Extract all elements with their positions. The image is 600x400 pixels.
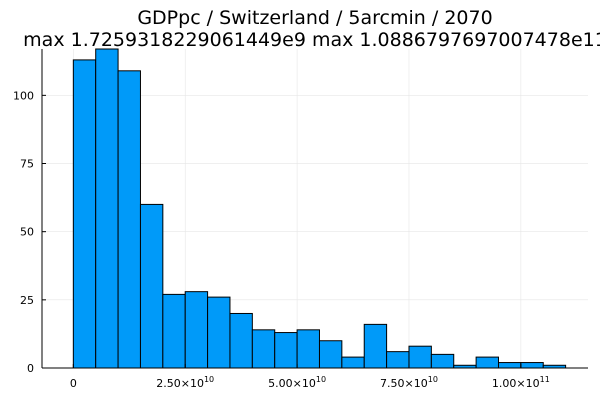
chart-title: GDPpc / Switzerland / 5arcmin / 2070 [137, 7, 492, 29]
histogram-bar [162, 293, 186, 369]
histogram-bar [430, 353, 455, 369]
histogram-bar [207, 296, 231, 369]
x-tick-label: 1.00×1011 [492, 375, 550, 390]
histogram-bar [117, 70, 141, 369]
y-tick-label: 25 [20, 294, 34, 307]
x-tick-label: 2.50×1010 [156, 375, 214, 390]
x-tick-labels: 0 2.50×1010 5.00×1010 7.50×1010 1.00×1011 [70, 375, 550, 390]
y-tick-label: 50 [20, 226, 34, 239]
histogram-bar [520, 362, 544, 369]
chart-titles: GDPpc / Switzerland / 5arcmin / 2070 max… [23, 7, 600, 51]
histogram-bar [72, 59, 97, 369]
y-tick-label: 100 [13, 89, 34, 102]
x-tick-label: 0 [70, 377, 77, 390]
histogram-bar [475, 356, 499, 369]
histogram-bar [318, 340, 343, 369]
histogram-bar [274, 332, 298, 369]
histogram-bar [251, 329, 276, 369]
y-tick-label: 75 [20, 158, 34, 171]
x-tick-label: 7.50×1010 [380, 375, 438, 390]
histogram-bar [296, 329, 320, 369]
y-tick-labels: 0 25 50 75 100 [13, 89, 34, 375]
histogram-bar [386, 351, 410, 369]
histogram-bar [363, 323, 388, 369]
histogram-bar [341, 356, 365, 369]
histogram-bar [408, 345, 432, 369]
axes [41, 49, 588, 369]
histogram-bar [184, 291, 209, 369]
histogram-bar [497, 362, 522, 369]
y-tick-label: 0 [27, 362, 34, 375]
histogram-bar [229, 312, 253, 369]
x-tick-label: 5.00×1010 [268, 375, 326, 390]
histogram-bar [95, 48, 119, 369]
histogram-bar [139, 203, 164, 369]
histogram-bars [72, 48, 567, 369]
chart-subtitle: max 1.7259318229061449e9 max 1.088679769… [23, 29, 600, 51]
